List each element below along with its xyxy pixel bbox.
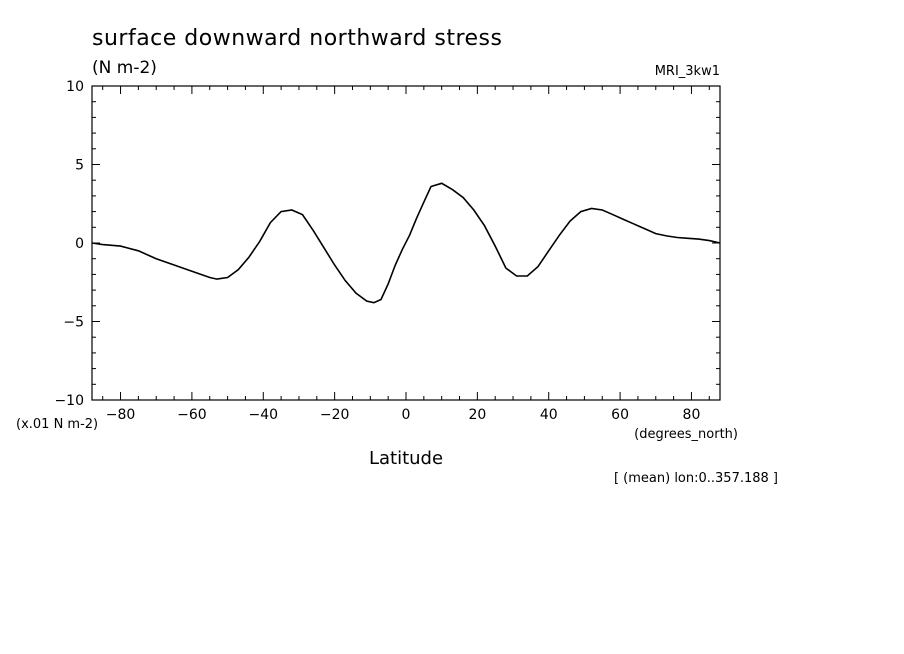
x-tick-label: −20 xyxy=(320,407,350,423)
model-label: MRI_3kw1 xyxy=(655,64,720,79)
x-tick-label: 40 xyxy=(540,407,558,423)
x-tick-label: 20 xyxy=(468,407,486,423)
mean-note: [ (mean) lon:0..357.188 ] xyxy=(614,471,778,486)
x-tick-label: 80 xyxy=(683,407,701,423)
x-axis-label: Latitude xyxy=(369,448,443,469)
y-tick-label: 0 xyxy=(75,236,84,252)
y-tick-label: −5 xyxy=(63,315,84,331)
x-axis: −80 −60 −40 −20 0 20 40 60 80 xyxy=(102,86,710,423)
x-tick-label: −80 xyxy=(106,407,136,423)
y-tick-label: 10 xyxy=(66,79,84,95)
y-axis: −10 −5 0 5 10 xyxy=(54,79,720,409)
x-tick-label: 60 xyxy=(611,407,629,423)
chart-units: (N m-2) xyxy=(92,58,157,78)
x-tick-label: −60 xyxy=(177,407,207,423)
x-tick-label: 0 xyxy=(402,407,411,423)
y-tick-label: 5 xyxy=(75,158,84,174)
x-tick-label: −40 xyxy=(248,407,278,423)
series-line xyxy=(91,182,721,304)
plot-area: −80 −60 −40 −20 0 20 40 60 80 −10 −5 0 5 10 xyxy=(54,79,721,423)
y-tick-label: −10 xyxy=(54,393,84,409)
x-units-label: (degrees_north) xyxy=(634,427,738,442)
scale-label: (x.01 N m-2) xyxy=(16,417,98,432)
chart-title: surface downward northward stress xyxy=(92,26,502,51)
